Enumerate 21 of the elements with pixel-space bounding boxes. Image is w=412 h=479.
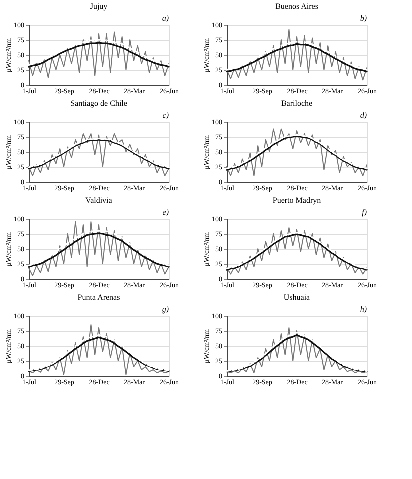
- chart-title: Punta Arenas: [78, 293, 120, 302]
- line-series: [28, 222, 170, 276]
- text: f): [362, 208, 368, 217]
- chart-title: Bariloche: [281, 99, 313, 108]
- chart-title: Buenos Aires: [276, 2, 318, 11]
- text: b): [360, 14, 368, 23]
- chart-title: Jujuy: [90, 2, 108, 11]
- text: e): [162, 208, 170, 217]
- line-series: [226, 128, 368, 176]
- chart-title: Santiago de Chile: [70, 99, 128, 108]
- line-series: [28, 32, 170, 78]
- text: c): [162, 111, 170, 120]
- chart-title: Ushuaia: [284, 293, 311, 302]
- text: d): [360, 111, 368, 120]
- chart-title: Puerto Madryn: [272, 196, 322, 205]
- text: g): [162, 305, 170, 314]
- text: a): [162, 14, 170, 23]
- line-series: [28, 134, 170, 176]
- line-series: [226, 29, 368, 81]
- chart-title: Valdivia: [86, 196, 113, 205]
- text: h): [360, 305, 368, 314]
